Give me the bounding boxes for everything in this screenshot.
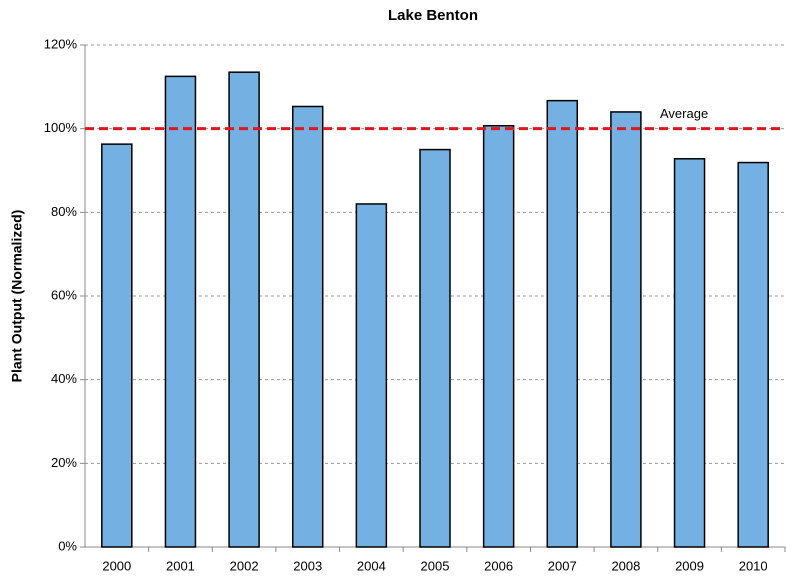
bar	[737, 161, 769, 548]
y-tick-label: 20%	[51, 455, 77, 470]
x-tick-label: 2005	[421, 558, 450, 573]
y-tick-label: 60%	[51, 287, 77, 302]
bar	[673, 158, 706, 548]
bar	[355, 203, 388, 548]
chart-title: Lake Benton	[388, 7, 478, 24]
x-tick-label: 2010	[739, 558, 768, 573]
bar	[419, 148, 451, 548]
x-tick-label: 2008	[611, 558, 640, 573]
x-tick-label: 2009	[675, 558, 704, 573]
y-tick-label: 80%	[51, 204, 77, 219]
bar	[291, 105, 324, 548]
bar	[546, 99, 579, 548]
x-tick-label: 2007	[548, 558, 577, 573]
bar	[101, 143, 133, 548]
x-tick-label: 2000	[102, 558, 131, 573]
x-tick-label: 2006	[484, 558, 513, 573]
x-tick-label: 2002	[230, 558, 259, 573]
x-tick-label: 2004	[357, 558, 386, 573]
y-tick-label: 0%	[58, 538, 77, 553]
y-axis-label: Plant Output (Normalized)	[9, 210, 25, 383]
bar	[482, 124, 515, 548]
x-tick-label: 2003	[293, 558, 322, 573]
x-tick-label: 2001	[166, 558, 195, 573]
bar	[228, 71, 260, 548]
y-tick-label: 120%	[44, 36, 78, 51]
bar	[610, 111, 642, 548]
y-tick-label: 100%	[44, 120, 78, 135]
y-tick-label: 40%	[51, 371, 77, 386]
reference-label: Average	[660, 106, 708, 121]
bar	[164, 75, 197, 548]
